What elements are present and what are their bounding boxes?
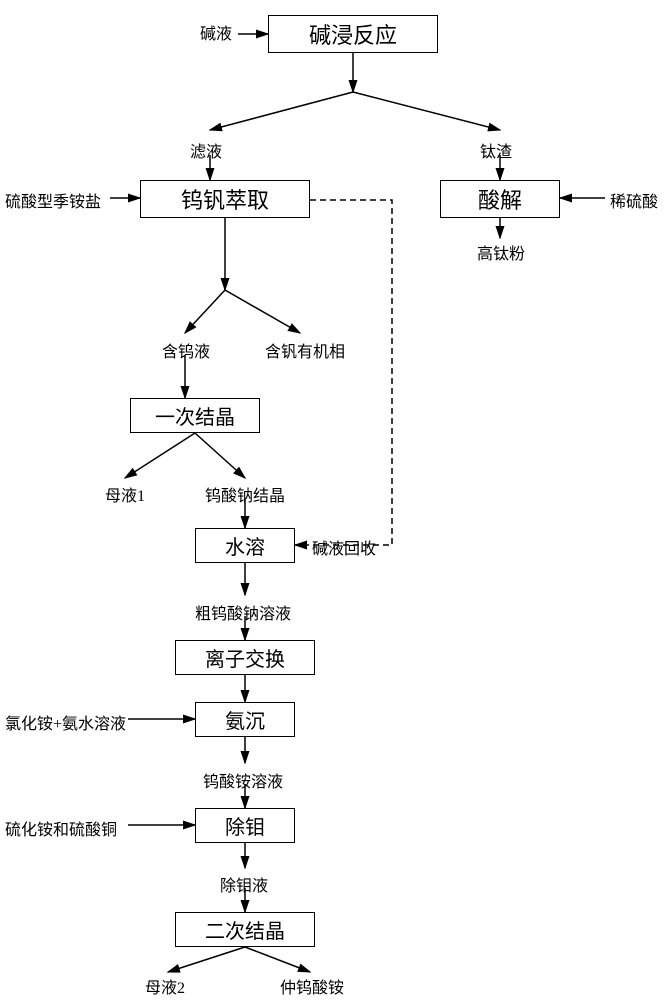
node-cr1: 一次结晶: [130, 398, 260, 433]
node-label: 酸解: [478, 183, 522, 215]
node-jianjin: 碱浸反应: [268, 15, 438, 53]
label-jianye: 碱液: [200, 20, 232, 44]
edges-layer: [0, 0, 668, 1000]
label-taiza: 钛渣: [480, 138, 512, 162]
label-ssan: 硫酸型季铵盐: [5, 188, 101, 212]
flowchart-canvas: 碱浸反应钨钒萃取 酸解一次结晶水溶离子交换氨沉除钼二次结晶 碱液滤液 钛渣硫酸型季铵盐…: [0, 0, 668, 1000]
label-xils: 稀硫酸: [610, 188, 658, 212]
node-label: 离子交换: [205, 643, 285, 672]
label-chumoy: 除钼液: [220, 872, 268, 896]
label-liuye: 滤液: [190, 138, 222, 162]
node-label: 水溶: [225, 531, 265, 560]
label-hanv: 含钒有机相: [265, 338, 345, 362]
node-shuirong: 水溶: [195, 528, 295, 563]
label-cuwu: 粗钨酸钠溶液: [195, 600, 291, 624]
node-label: 钨钒萃取: [181, 183, 269, 215]
node-cuiqu: 钨钒萃取: [140, 180, 310, 218]
node-cr2: 二次结晶: [175, 912, 315, 947]
node-lizi: 离子交换: [175, 640, 315, 675]
node-suanjie: 酸解: [440, 180, 560, 218]
label-jianhs: 碱液回收: [312, 535, 376, 559]
label-wusna: 钨酸铵溶液: [203, 768, 283, 792]
node-label: 一次结晶: [155, 401, 235, 430]
label-gaotai: 高钛粉: [477, 240, 525, 264]
node-label: 碱浸反应: [309, 18, 397, 50]
node-chumo: 除钼: [195, 808, 295, 843]
label-zhongwu: 仲钨酸铵: [280, 974, 344, 998]
node-anchen: 氨沉: [195, 702, 295, 737]
label-liuhua: 硫化铵和硫酸铜: [5, 816, 117, 840]
node-label: 除钼: [225, 811, 265, 840]
node-label: 二次结晶: [205, 915, 285, 944]
label-muye1: 母液1: [105, 482, 145, 506]
label-hanw: 含钨液: [162, 338, 210, 362]
label-lvhua: 氯化铵+氨水溶液: [5, 710, 126, 734]
label-wusuan: 钨酸钠结晶: [205, 482, 285, 506]
node-label: 氨沉: [225, 705, 265, 734]
label-muye2: 母液2: [145, 974, 185, 998]
